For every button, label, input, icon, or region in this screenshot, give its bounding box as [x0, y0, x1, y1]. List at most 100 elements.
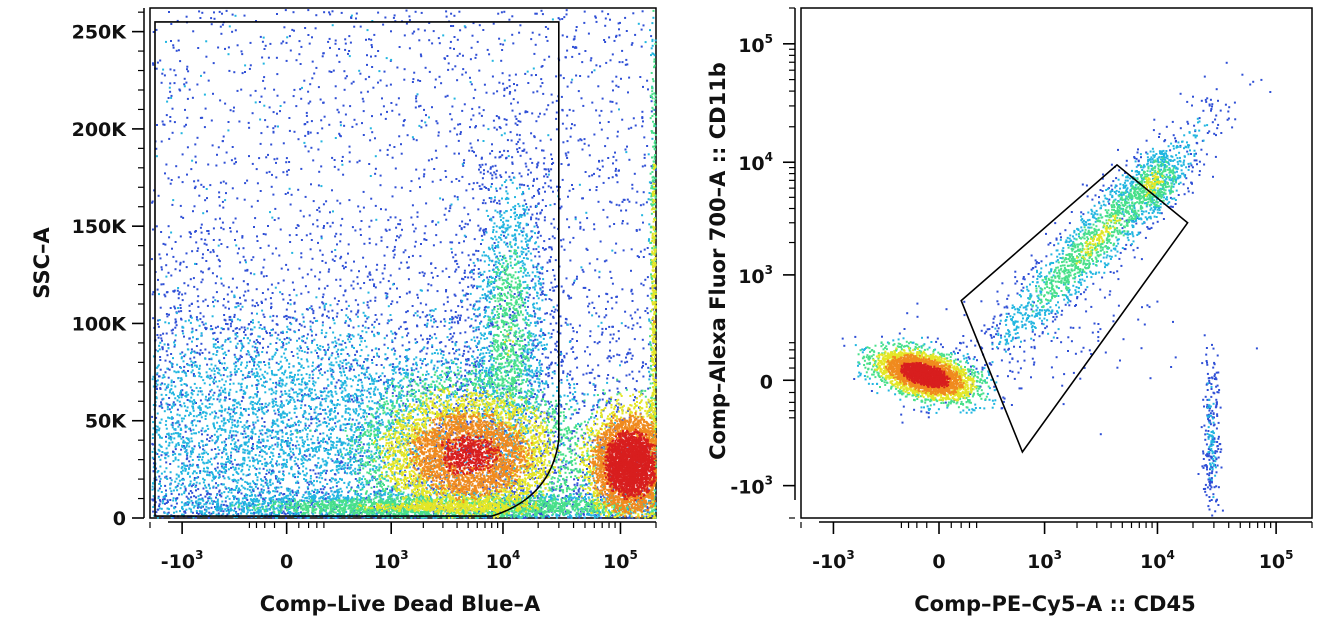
- event-dot: [252, 443, 254, 445]
- event-dot: [316, 352, 318, 354]
- event-dot: [624, 17, 626, 19]
- event-dot: [342, 174, 344, 176]
- event-dot: [257, 488, 259, 490]
- event-dot: [348, 325, 350, 327]
- event-dot: [395, 227, 397, 229]
- event-dot: [190, 490, 192, 492]
- event-dot: [655, 169, 657, 171]
- event-dot: [445, 310, 447, 312]
- event-dot: [200, 227, 202, 229]
- event-dot: [573, 330, 575, 332]
- event-dot: [594, 377, 596, 379]
- event-dot: [616, 175, 618, 177]
- event-dot: [618, 381, 620, 383]
- event-dot: [530, 206, 532, 208]
- event-dot: [583, 287, 585, 289]
- event-dot: [316, 476, 318, 478]
- event-dot: [356, 123, 358, 125]
- event-dot: [450, 333, 452, 335]
- event-dot: [461, 110, 463, 112]
- event-dot: [156, 124, 158, 126]
- event-dot: [300, 256, 302, 258]
- event-dot: [261, 57, 263, 59]
- event-dot: [553, 227, 555, 229]
- event-dot: [327, 344, 329, 346]
- event-dot: [368, 307, 370, 309]
- event-dot: [318, 279, 320, 281]
- event-dot: [370, 220, 372, 222]
- event-dot: [646, 80, 648, 82]
- event-dot: [368, 327, 370, 329]
- event-dot: [395, 104, 397, 106]
- event-dot: [151, 416, 153, 418]
- event-dot: [162, 123, 164, 125]
- event-dot: [465, 319, 467, 321]
- event-dot: [444, 58, 446, 60]
- event-dot: [348, 199, 350, 201]
- event-dot: [428, 283, 430, 285]
- event-dot: [454, 321, 456, 323]
- event-dot: [471, 276, 473, 278]
- event-dot: [597, 85, 599, 87]
- event-dot: [298, 138, 300, 140]
- event-dot: [228, 350, 230, 352]
- event-dot: [371, 66, 373, 68]
- event-dot: [578, 140, 580, 142]
- event-dot: [379, 149, 381, 151]
- event-dot: [600, 517, 602, 519]
- event-dot: [165, 360, 167, 362]
- event-dot: [506, 87, 508, 89]
- event-dot: [551, 310, 553, 312]
- event-dot: [250, 333, 252, 335]
- event-dot: [303, 316, 305, 318]
- event-dot: [331, 251, 333, 253]
- event-dot: [332, 10, 334, 12]
- event-dot: [587, 365, 589, 367]
- event-dot: [201, 433, 203, 435]
- event-dot: [347, 464, 349, 466]
- event-dot: [212, 332, 214, 334]
- event-dot: [549, 444, 551, 446]
- event-dot: [425, 114, 427, 116]
- event-dot: [451, 118, 453, 120]
- event-dot: [545, 36, 547, 38]
- event-dot: [490, 168, 492, 170]
- event-dot: [336, 55, 338, 57]
- event-dot: [542, 293, 544, 295]
- event-dot: [201, 430, 203, 432]
- event-dot: [483, 173, 485, 175]
- event-dot: [459, 319, 461, 321]
- event-dot: [357, 311, 359, 313]
- event-dot: [376, 364, 378, 366]
- event-dot: [545, 173, 547, 175]
- event-dot: [499, 126, 501, 128]
- event-dot: [610, 334, 612, 336]
- event-dot: [278, 453, 280, 455]
- event-dot: [605, 18, 607, 20]
- event-dot: [323, 102, 325, 104]
- event-dot: [353, 369, 355, 371]
- event-dot: [159, 480, 161, 482]
- event-dot: [198, 10, 200, 12]
- event-dot: [606, 378, 608, 380]
- event-dot: [399, 223, 401, 225]
- event-dot: [371, 359, 373, 361]
- event-dot: [560, 315, 562, 317]
- event-dot: [194, 477, 196, 479]
- event-dot: [535, 74, 537, 76]
- event-dot: [171, 179, 173, 181]
- event-dot: [562, 179, 564, 181]
- event-dot: [227, 328, 229, 330]
- event-dot: [562, 372, 564, 374]
- event-dot: [308, 291, 310, 293]
- event-dot: [262, 292, 264, 294]
- event-dot: [478, 328, 480, 330]
- event-dot: [616, 102, 618, 104]
- event-dot: [277, 282, 279, 284]
- event-dot: [458, 11, 460, 13]
- event-dot: [252, 112, 254, 114]
- event-dot: [182, 299, 184, 301]
- event-dot: [631, 328, 633, 330]
- event-dot: [495, 177, 497, 179]
- event-dot: [535, 147, 537, 149]
